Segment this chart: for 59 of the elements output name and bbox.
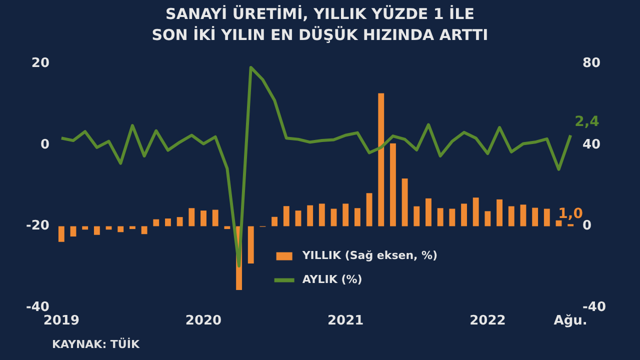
bar (307, 205, 314, 226)
bar (82, 226, 88, 230)
x-tick-label: Ağu. (554, 314, 588, 329)
bar (283, 206, 290, 226)
y2-tick-label: 0 (582, 218, 592, 234)
legend-label: AYLIK (%) (302, 273, 362, 286)
bar (330, 208, 337, 226)
bar (70, 226, 76, 237)
bar (165, 218, 171, 226)
bar (449, 208, 456, 226)
bar (472, 198, 479, 226)
text: KAYNAK: TÜİK (52, 338, 140, 351)
bar (318, 204, 325, 226)
bar (496, 199, 503, 226)
bar (248, 226, 254, 264)
bar (520, 204, 526, 226)
bar (200, 210, 206, 226)
bar (414, 206, 420, 226)
y2-tick-label: 80 (582, 56, 601, 72)
bar (390, 143, 396, 226)
bar (141, 226, 148, 234)
y2-tick-label: -40 (582, 300, 606, 315)
bar (153, 219, 160, 226)
data-label: 2,4 (574, 114, 600, 130)
bar (378, 93, 384, 226)
bar (129, 226, 136, 230)
bar (272, 216, 278, 226)
bar (532, 208, 538, 226)
bar (461, 204, 467, 226)
bar (224, 226, 230, 230)
x-tick-label: 2020 (185, 314, 222, 329)
y2-tick-label: 40 (582, 137, 601, 152)
bar (366, 193, 372, 226)
bar (212, 210, 218, 226)
y-tick-label: 20 (31, 56, 50, 72)
legend-label: YILLIK (Sağ eksen, %) (301, 249, 438, 262)
bar (508, 206, 514, 226)
x-tick-label: 2021 (328, 314, 364, 329)
y-tick-label: -20 (26, 218, 50, 234)
bar (342, 204, 349, 226)
bar (188, 208, 195, 226)
bar (295, 210, 302, 226)
bar (437, 208, 444, 226)
bar (106, 226, 112, 230)
x-tick-label: 2019 (43, 314, 80, 329)
bar (354, 208, 360, 226)
bar (94, 226, 100, 235)
bar (484, 211, 491, 226)
bar (544, 208, 550, 226)
x-tick-label: 2022 (470, 314, 506, 329)
bar (402, 178, 408, 226)
bar (58, 226, 64, 242)
data-label: 1,0 (558, 206, 584, 222)
y-tick-label: -40 (26, 300, 50, 315)
y-tick-label: 0 (40, 137, 50, 152)
bar (426, 198, 432, 226)
bar (176, 217, 183, 226)
bar (118, 226, 124, 232)
chart-title: SANAYİ ÜRETİMİ, YILLIK YÜZDE 1 İLE SON İKİ YILIN EN DÜŞÜK HIZINDA ARTTI (150, 4, 490, 46)
